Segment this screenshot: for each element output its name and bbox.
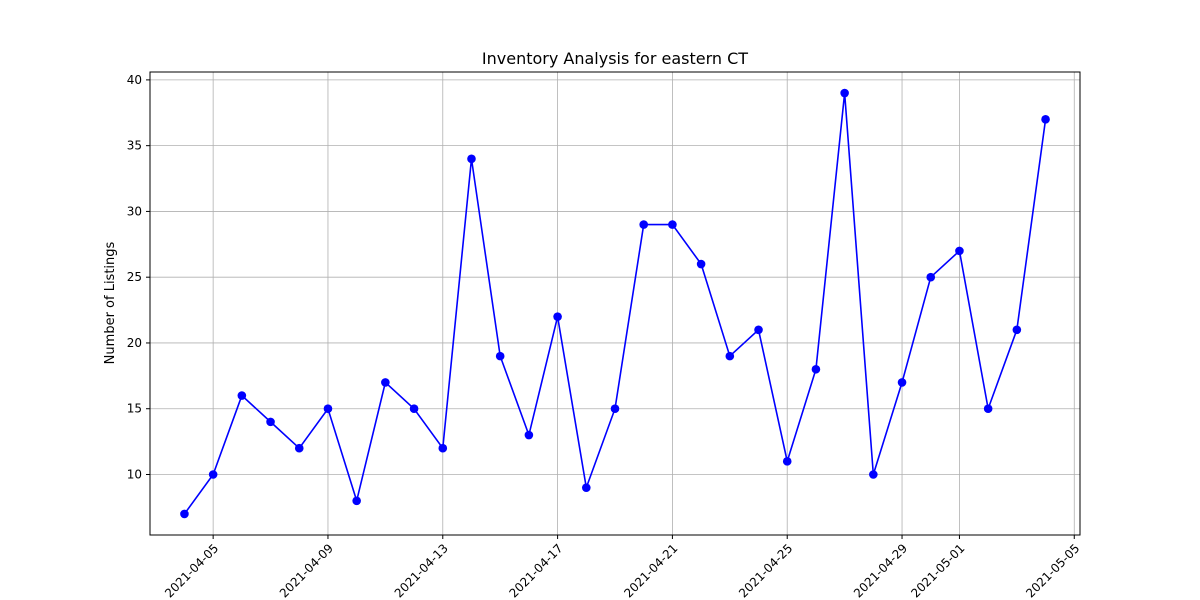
x-tick-label: 2021-04-17 (506, 541, 565, 600)
data-point (897, 378, 907, 387)
data-point (955, 246, 964, 256)
x-tick-label: 2021-04-09 (277, 541, 336, 600)
x-tick-label: 2021-04-25 (736, 541, 795, 600)
axes: 10 15 20 25 30 35 40 2021-04-05 2021-04-09 2021-0… (127, 71, 1082, 600)
x-tick-label: 2021-05-05 (1023, 541, 1082, 600)
plot-frame (149, 71, 1081, 536)
chart-title: Inventory Analysis for eastern CT (482, 49, 748, 68)
data-point (926, 272, 936, 282)
y-tick-label: 30 (127, 204, 142, 218)
grid (150, 72, 1080, 535)
data-point (495, 351, 505, 361)
data-point (668, 220, 677, 229)
data-point (294, 443, 304, 453)
series-layer (180, 88, 1050, 519)
data-point (983, 404, 993, 414)
x-tick-label: 2021-04-05 (162, 541, 221, 600)
data-point (467, 154, 476, 164)
data-point (409, 404, 419, 414)
data-point (352, 496, 361, 506)
data-point (438, 443, 448, 453)
data-point (381, 378, 390, 387)
y-tick-label: 35 (127, 139, 142, 153)
data-point (696, 259, 706, 269)
data-point (782, 457, 792, 466)
y-tick-label: 20 (127, 336, 142, 350)
y-tick-label: 40 (127, 73, 142, 87)
x-tick-label: 2021-05-01 (908, 541, 967, 600)
x-tick-label: 2021-04-13 (392, 541, 451, 600)
data-point (553, 312, 562, 321)
data-point (208, 470, 218, 479)
data-point (180, 509, 189, 519)
data-point (754, 325, 763, 335)
data-point (581, 483, 591, 492)
y-tick-label: 10 (127, 467, 142, 481)
y-tick-label: 25 (127, 270, 142, 284)
y-axis-label: Number of Listings (103, 241, 118, 364)
data-point (323, 404, 333, 414)
data-point (725, 351, 735, 361)
data-point (266, 417, 275, 427)
data-point (237, 391, 247, 400)
x-tick-label: 2021-04-29 (851, 541, 910, 600)
data-point (811, 364, 821, 374)
y-tick-label: 15 (127, 402, 142, 416)
data-point (1012, 325, 1022, 335)
data-point (639, 220, 649, 229)
data-point (840, 88, 849, 98)
series-line (183, 92, 1047, 515)
data-point (1041, 115, 1050, 124)
data-point (524, 430, 534, 440)
data-point (610, 404, 620, 414)
data-point (869, 470, 878, 479)
x-tick-label: 2021-04-21 (621, 541, 680, 600)
